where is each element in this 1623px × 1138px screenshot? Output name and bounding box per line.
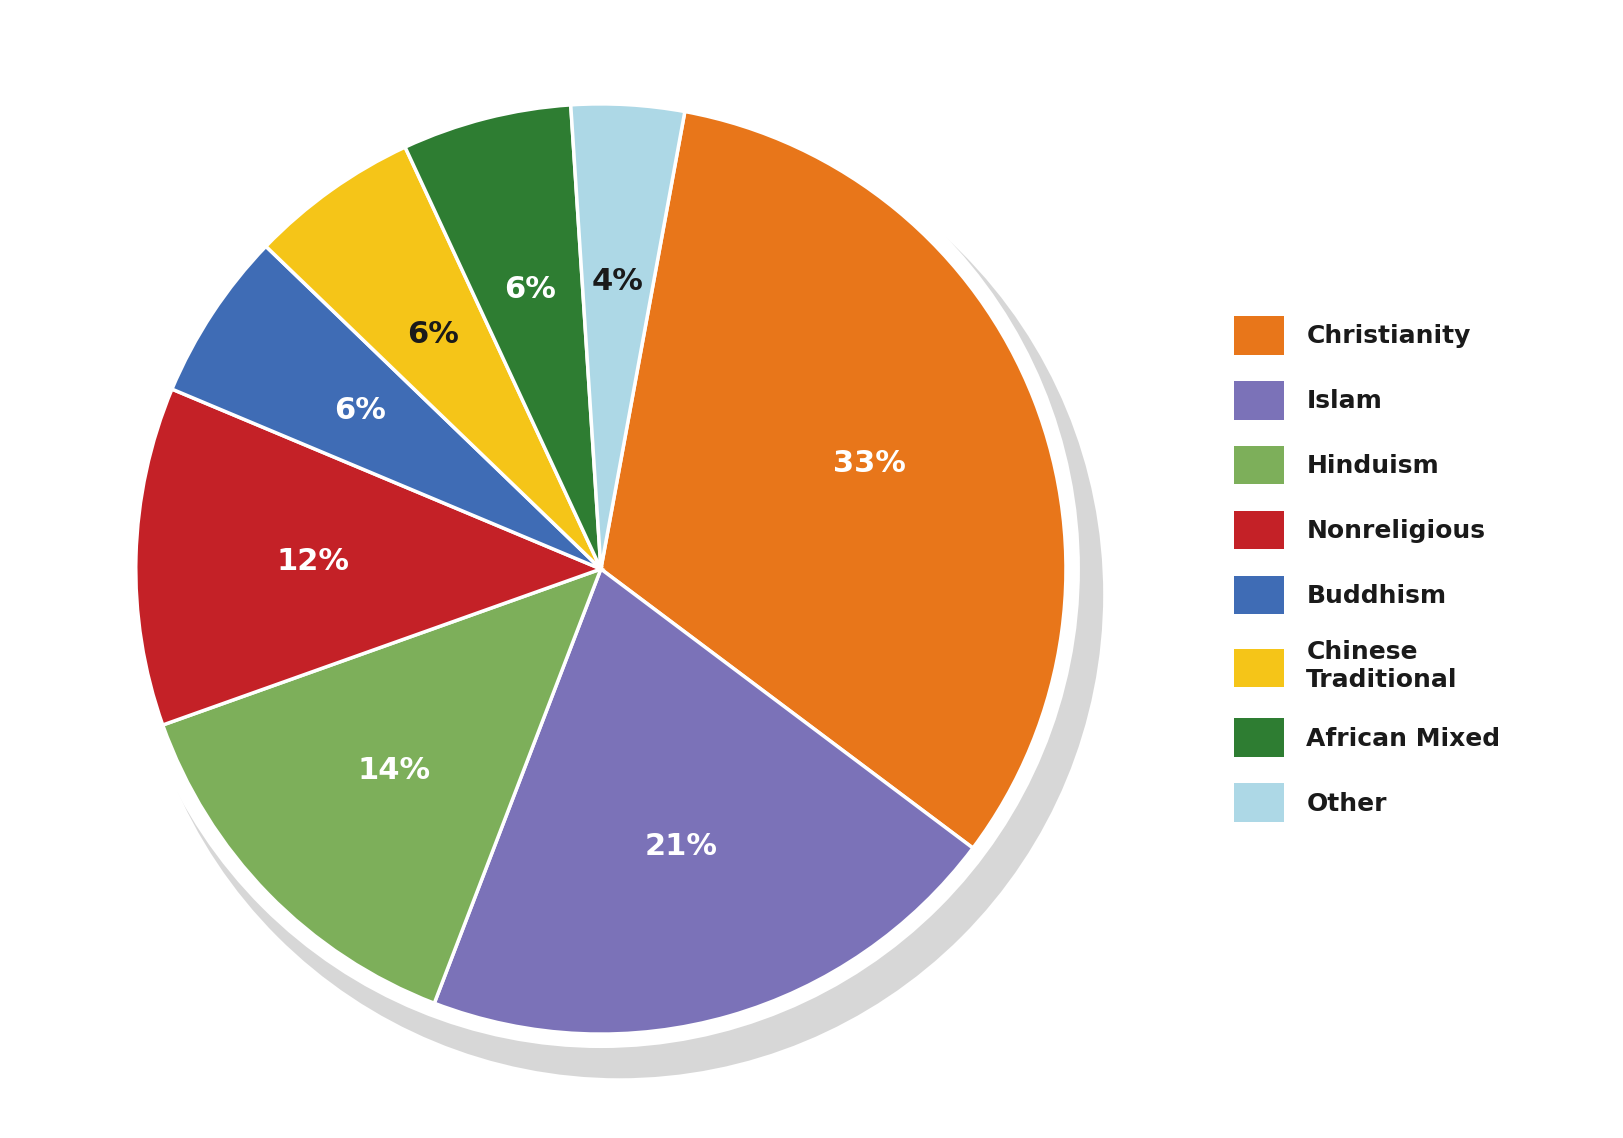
Text: 6%: 6% [334,396,386,424]
Wedge shape [136,389,601,725]
Text: 6%: 6% [407,320,459,348]
Legend: Christianity, Islam, Hinduism, Nonreligious, Buddhism, Chinese
Traditional, Afri: Christianity, Islam, Hinduism, Nonreligi… [1233,316,1500,822]
Text: 12%: 12% [276,546,349,576]
Text: 4%: 4% [591,266,643,296]
Text: 14%: 14% [357,756,430,785]
Text: 6%: 6% [503,275,555,304]
Wedge shape [162,569,601,1004]
Ellipse shape [136,110,1102,1079]
Wedge shape [404,105,601,569]
Wedge shape [266,147,601,569]
Circle shape [122,90,1079,1048]
Text: 21%: 21% [644,832,717,860]
Wedge shape [570,104,685,569]
Wedge shape [172,246,601,569]
Text: 33%: 33% [833,450,906,478]
Wedge shape [601,112,1065,848]
Wedge shape [433,569,972,1034]
